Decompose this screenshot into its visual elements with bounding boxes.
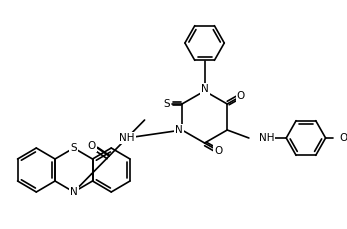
Text: N: N (201, 84, 209, 94)
Text: S: S (70, 143, 77, 153)
Text: S: S (163, 99, 170, 109)
Text: O: O (87, 141, 96, 151)
Text: O: O (237, 91, 245, 101)
Text: N: N (175, 125, 183, 135)
Text: NH: NH (119, 133, 135, 143)
Text: O: O (339, 133, 347, 143)
Text: N: N (70, 187, 78, 197)
Text: O: O (214, 146, 222, 156)
Text: NH: NH (259, 133, 274, 143)
